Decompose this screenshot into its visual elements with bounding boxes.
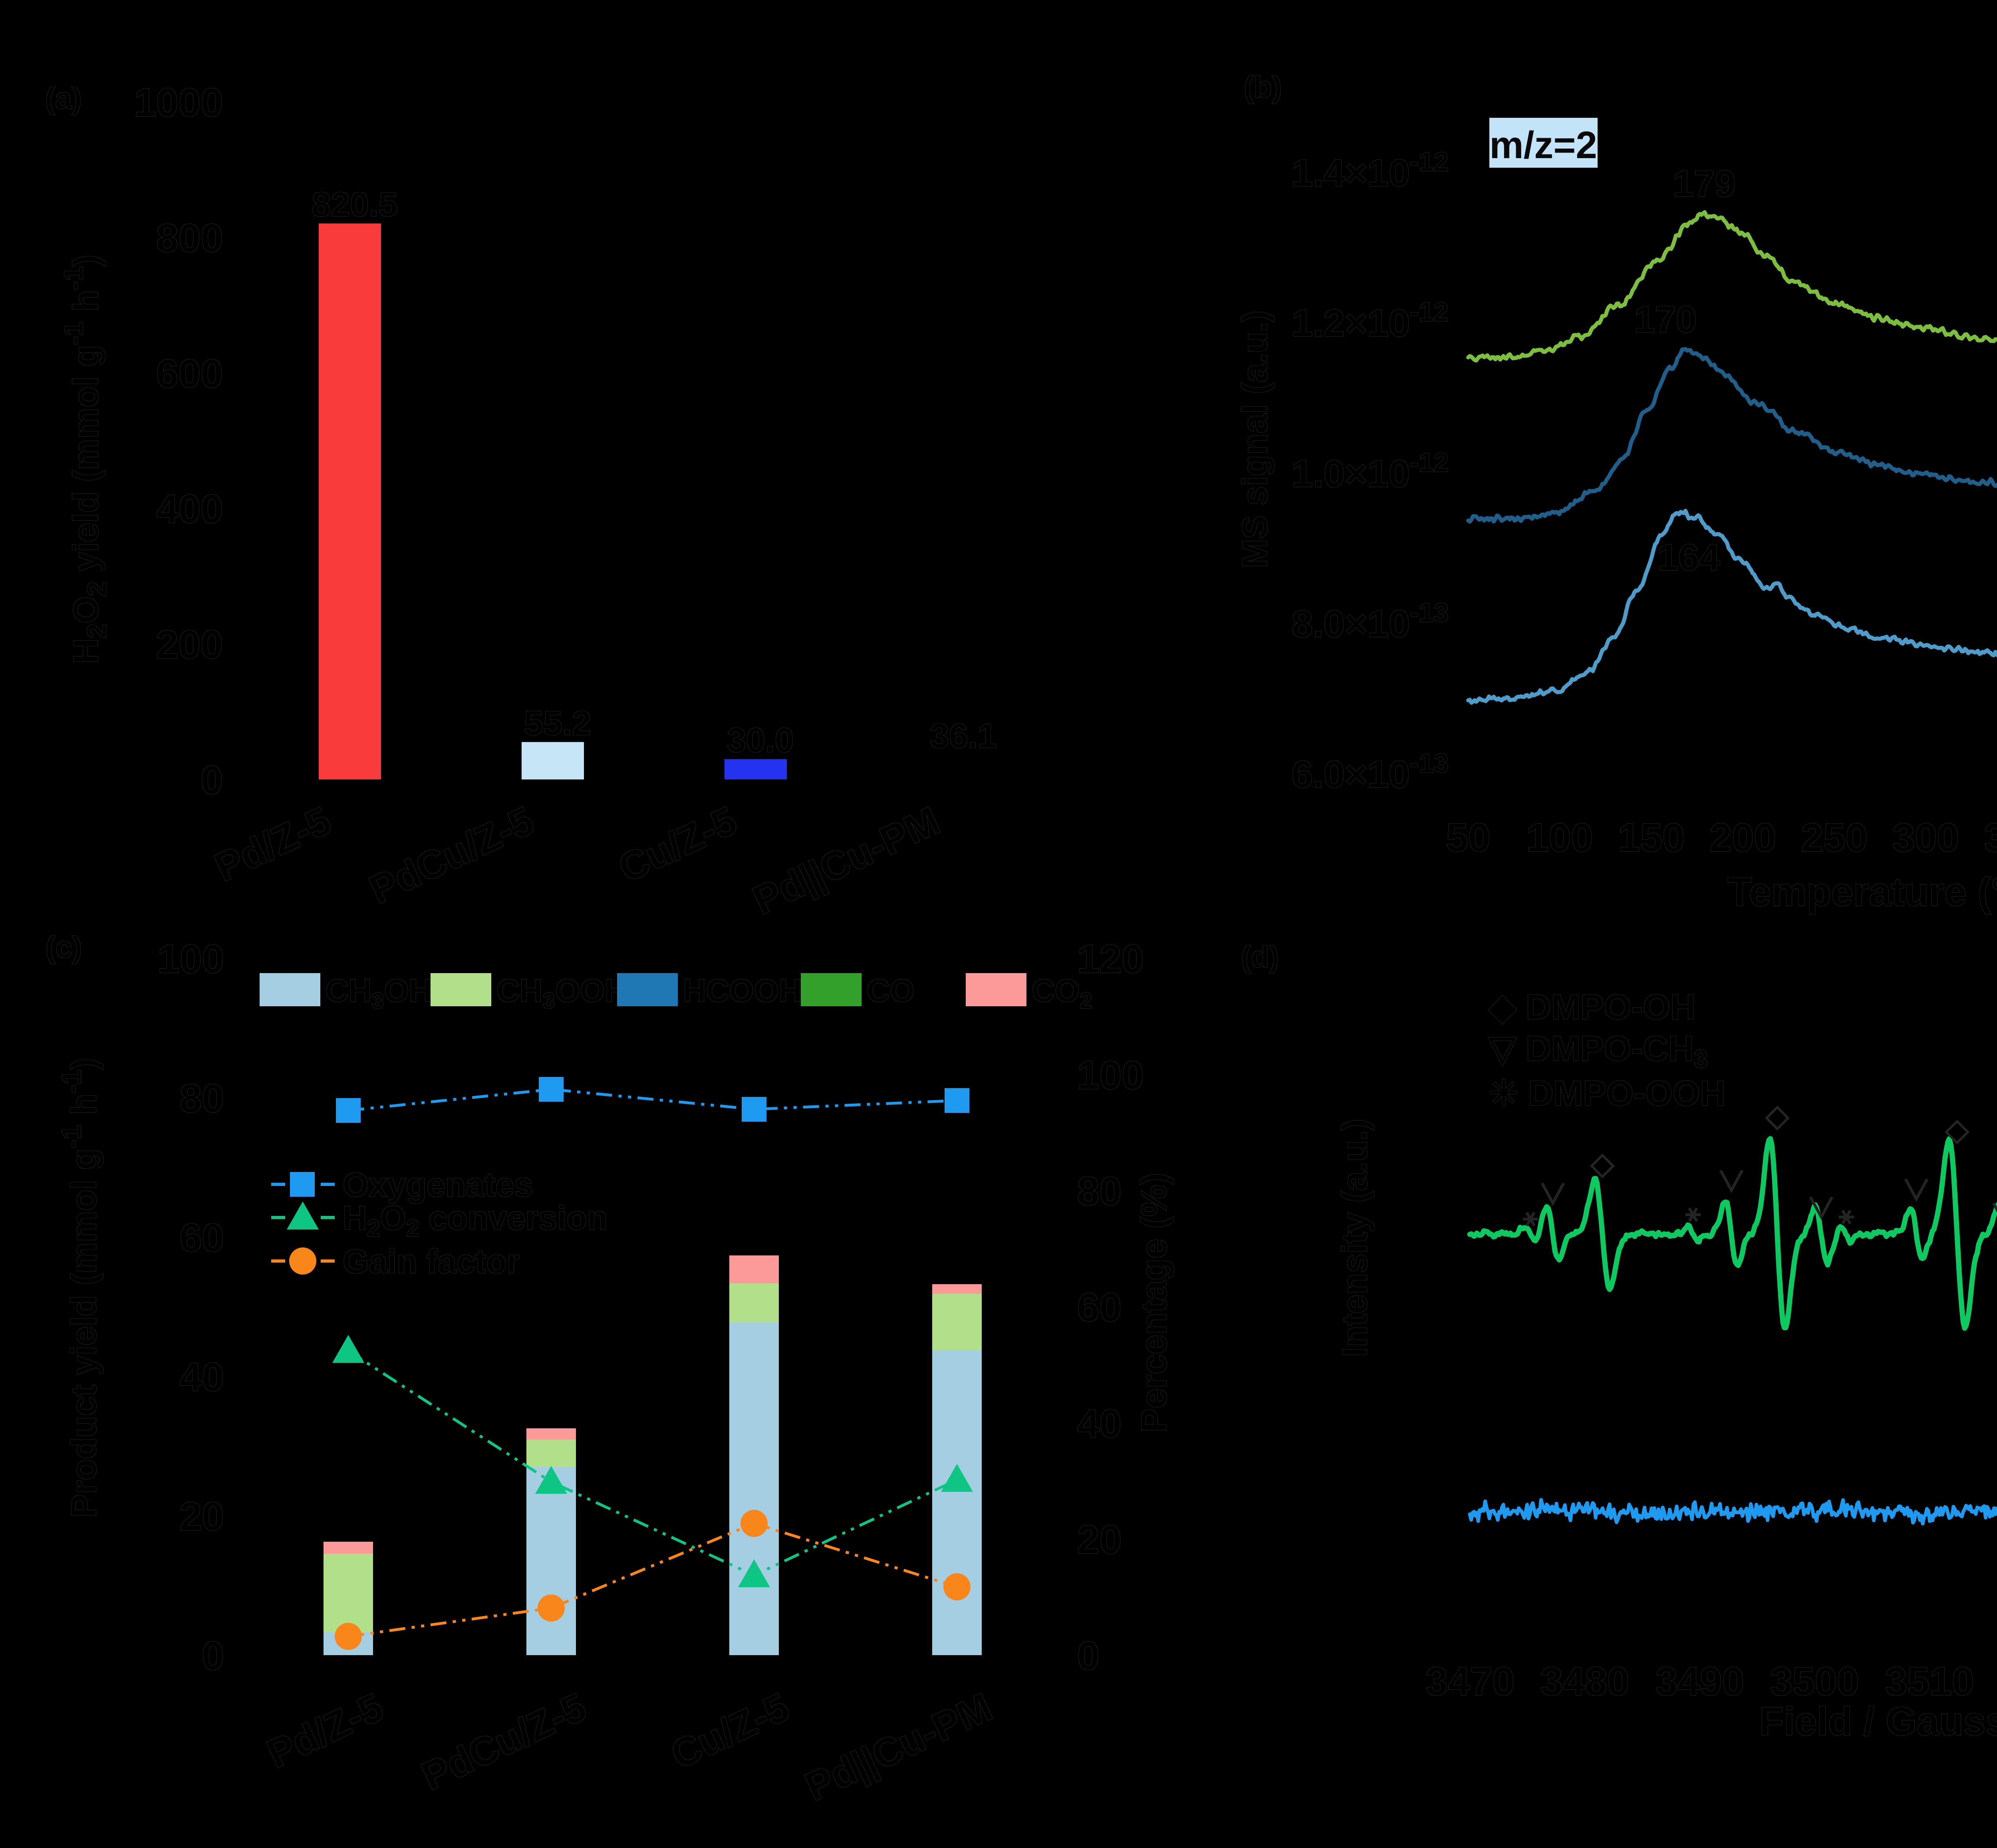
svg-text:20: 20 xyxy=(1077,1517,1122,1562)
svg-text:820.5: 820.5 xyxy=(312,186,397,224)
svg-text:200: 200 xyxy=(1709,815,1776,860)
svg-text:40: 40 xyxy=(1077,1401,1122,1446)
svg-text:60: 60 xyxy=(1077,1285,1122,1330)
svg-text:60: 60 xyxy=(180,1215,224,1260)
svg-text:▽ DMPO-CH3: ▽ DMPO-CH3 xyxy=(1488,1029,1708,1073)
svg-text:100: 100 xyxy=(157,937,224,982)
svg-text:Gain factor: Gain factor xyxy=(343,1243,520,1280)
svg-text:200: 200 xyxy=(156,623,223,667)
svg-text:179: 179 xyxy=(1673,163,1736,204)
svg-text:3500: 3500 xyxy=(1770,1659,1859,1704)
svg-text:m/z=2: m/z=2 xyxy=(1489,124,1597,167)
svg-text:MS signal (a.u.): MS signal (a.u.) xyxy=(1235,310,1274,568)
svg-text:H2O2 yield (mmol g-1 h-1): H2O2 yield (mmol g-1 h-1) xyxy=(59,255,112,664)
svg-text:Temperature (°C): Temperature (°C) xyxy=(1728,870,1997,914)
svg-text:0: 0 xyxy=(202,1634,224,1678)
svg-text:1000: 1000 xyxy=(134,80,223,125)
svg-text:8.0×10-13: 8.0×10-13 xyxy=(1292,598,1449,645)
svg-text:(b): (b) xyxy=(1244,70,1282,104)
svg-text:3470: 3470 xyxy=(1426,1659,1515,1704)
svg-text:(a): (a) xyxy=(45,81,82,115)
svg-text:300: 300 xyxy=(1893,815,1959,860)
svg-text:350: 350 xyxy=(1984,815,1997,860)
svg-text:20: 20 xyxy=(180,1494,224,1539)
svg-text:◆ DMPO-OH: ◆ DMPO-OH xyxy=(1488,987,1695,1027)
svg-text:CH3OOH: CH3OOH xyxy=(496,973,628,1013)
svg-text:50: 50 xyxy=(1446,815,1490,860)
svg-text:120: 120 xyxy=(1077,937,1144,982)
svg-text:Field / Gauss: Field / Gauss xyxy=(1759,1699,1997,1744)
svg-text:0: 0 xyxy=(200,758,223,803)
svg-text:600: 600 xyxy=(156,351,223,396)
svg-text:3510: 3510 xyxy=(1885,1659,1974,1704)
svg-text:CO: CO xyxy=(867,973,915,1008)
svg-text:80: 80 xyxy=(180,1076,224,1121)
svg-text:(d): (d) xyxy=(1241,940,1279,974)
svg-text:250: 250 xyxy=(1801,815,1868,860)
svg-text:30.0: 30.0 xyxy=(727,721,794,759)
svg-text:170: 170 xyxy=(1634,298,1697,340)
svg-text:H2O2 conversion: H2O2 conversion xyxy=(343,1199,607,1241)
svg-text:164: 164 xyxy=(1658,536,1720,578)
svg-text:Intensity (a.u.): Intensity (a.u.) xyxy=(1335,1119,1374,1357)
svg-text:400: 400 xyxy=(156,487,223,531)
svg-text:(c): (c) xyxy=(46,930,82,964)
svg-text:80: 80 xyxy=(1077,1169,1122,1214)
svg-text:100: 100 xyxy=(1077,1053,1144,1098)
svg-text:100: 100 xyxy=(1527,815,1593,860)
svg-text:150: 150 xyxy=(1618,815,1685,860)
svg-text:36.1: 36.1 xyxy=(930,717,997,755)
svg-text:0: 0 xyxy=(1077,1634,1100,1678)
svg-text:HCOOH: HCOOH xyxy=(683,973,802,1008)
svg-text:✳ DMPO-OOH: ✳ DMPO-OOH xyxy=(1489,1073,1725,1113)
svg-text:40: 40 xyxy=(180,1355,224,1400)
svg-text:55.2: 55.2 xyxy=(524,704,591,742)
svg-text:800: 800 xyxy=(156,216,223,260)
svg-text:CO2: CO2 xyxy=(1032,973,1092,1013)
svg-text:3490: 3490 xyxy=(1656,1659,1744,1704)
svg-text:3480: 3480 xyxy=(1540,1659,1629,1704)
svg-text:Oxygenates: Oxygenates xyxy=(343,1166,533,1204)
svg-text:Percentage (%): Percentage (%) xyxy=(1134,1173,1174,1432)
